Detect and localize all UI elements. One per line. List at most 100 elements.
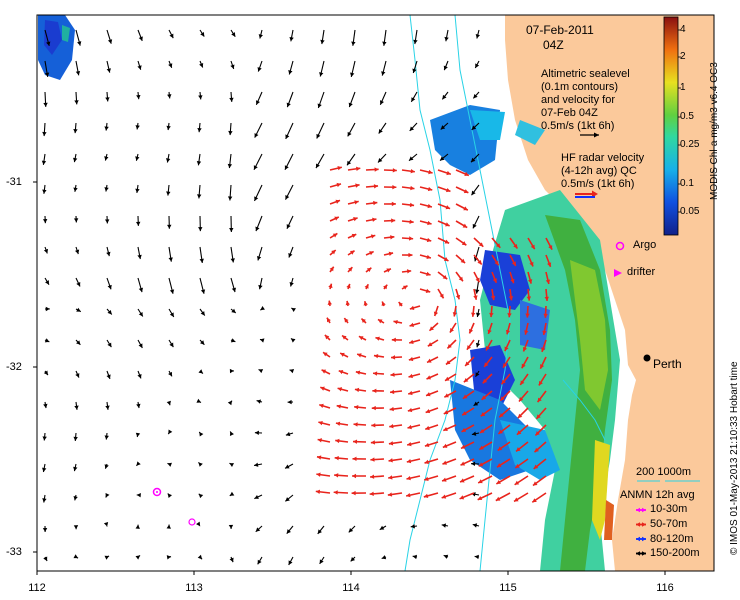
vector-arrowhead — [370, 457, 375, 462]
vector-arrowhead — [443, 65, 448, 71]
vector-arrowhead — [44, 72, 50, 77]
vector-arrowhead — [43, 403, 48, 409]
vector-arrowhead — [136, 461, 141, 466]
vector-arrowhead — [196, 161, 202, 166]
vector-arrowhead — [476, 312, 481, 317]
vector-arrowhead — [460, 444, 466, 449]
vector-arrowhead — [498, 429, 503, 434]
x-tick-label: 115 — [499, 582, 517, 594]
vector-arrowhead — [137, 65, 142, 70]
vector-arrowhead — [76, 340, 81, 345]
map-time: 04Z — [543, 38, 564, 52]
vector-arrowhead — [167, 462, 172, 467]
vector-arrowhead — [443, 554, 449, 559]
vector-arrowhead — [45, 306, 50, 312]
drifter-label: drifter — [627, 266, 656, 278]
vector-arrowhead — [229, 557, 234, 563]
vector-arrowhead — [255, 226, 260, 232]
vector-arrowhead — [289, 282, 294, 287]
argo-label: Argo — [633, 239, 657, 251]
vector-arrowhead — [135, 432, 141, 438]
vector-arrowhead — [475, 277, 480, 283]
vector-arrowhead — [487, 329, 492, 334]
vector-arrowhead — [254, 430, 259, 436]
vector-arrowhead — [336, 404, 342, 409]
vector-arrowhead — [344, 318, 349, 323]
vector-arrowhead — [105, 405, 110, 410]
vector-arrowhead — [229, 491, 235, 496]
vector-arrowhead — [319, 72, 324, 77]
radar-legend-line: 0.5m/s (1kt 6h) — [561, 178, 635, 190]
vector-arrowhead — [200, 289, 206, 294]
vector-arrowhead — [496, 479, 501, 484]
vector-arrowhead — [477, 259, 482, 265]
vector-arrowhead — [389, 406, 394, 412]
colorbar-label: 0.05 — [680, 206, 700, 217]
vector-arrowhead — [337, 387, 343, 392]
vector-arrowhead — [334, 216, 339, 221]
vector-arrowhead — [76, 307, 81, 312]
vector-arrowhead — [255, 527, 261, 532]
vector-arrowhead — [166, 524, 171, 529]
vector-arrowhead — [548, 245, 553, 250]
vector-arrowhead — [354, 200, 359, 205]
vector-arrowhead — [409, 156, 414, 161]
vector-arrowhead — [333, 490, 338, 495]
vector-arrowhead — [388, 441, 394, 446]
vector-arrowhead — [481, 395, 487, 400]
vector-arrowhead — [424, 476, 429, 481]
vector-arrowhead — [471, 312, 476, 317]
vector-arrowhead — [346, 283, 351, 289]
vector-arrowhead — [381, 71, 386, 76]
vector-arrowhead — [231, 32, 236, 37]
vector-arrowhead — [433, 311, 439, 316]
vector-arrowhead — [42, 527, 48, 533]
vector-arrowhead — [357, 353, 362, 358]
vector-arrowhead — [334, 455, 339, 461]
vector-arrowhead — [107, 284, 112, 290]
vector-arrowhead — [391, 218, 396, 223]
colorbar-label: 1 — [680, 82, 686, 93]
anmn-legend-item: 80-120m — [650, 533, 694, 545]
vector-arrowhead — [104, 464, 109, 469]
vector-arrowhead — [452, 312, 458, 317]
vector-arrowhead — [106, 68, 111, 73]
vector-arrowhead — [461, 427, 467, 432]
vector-arrowhead — [495, 496, 501, 501]
vector-arrowhead — [386, 268, 391, 273]
vector-arrowhead — [475, 372, 480, 377]
vector-arrowhead — [258, 369, 264, 374]
vector-arrowhead — [427, 342, 433, 347]
colorbar-ticks — [678, 29, 681, 213]
vector-arrowhead — [291, 307, 296, 312]
vector-arrowhead — [409, 126, 415, 131]
radar-legend-line: (4-12h avg) QC — [561, 165, 637, 177]
vector-arrowhead — [287, 399, 292, 405]
vector-arrowhead — [370, 474, 375, 479]
vector-arrowhead — [463, 206, 468, 211]
vector-arrowhead — [389, 424, 394, 429]
vector-arrowhead — [460, 461, 466, 466]
vector-arrowhead — [327, 300, 332, 305]
vector-arrowhead — [348, 267, 353, 272]
vector-arrowhead — [499, 412, 504, 418]
vector-arrowhead — [473, 401, 479, 406]
vector-arrowhead — [410, 524, 415, 529]
perth-label: Perth — [653, 357, 682, 371]
vector-arrowhead — [41, 160, 47, 165]
vector-arrowhead — [198, 369, 203, 374]
vector-arrowhead — [408, 373, 413, 379]
vector-arrowhead — [412, 68, 417, 74]
vector-arrowhead — [473, 295, 478, 300]
vector-arrowhead — [43, 370, 48, 376]
vector-arrowhead — [345, 300, 350, 306]
vector-arrowhead — [444, 239, 450, 244]
vector-arrowhead — [199, 62, 204, 68]
vector-arrowhead — [381, 555, 387, 560]
vector-arrowhead — [107, 342, 112, 348]
vector-arrowhead — [74, 100, 79, 105]
vector-arrowhead — [439, 293, 444, 299]
vector-arrowhead — [496, 463, 502, 468]
vector-arrowhead — [135, 156, 140, 161]
vector-arrowhead — [446, 170, 451, 176]
